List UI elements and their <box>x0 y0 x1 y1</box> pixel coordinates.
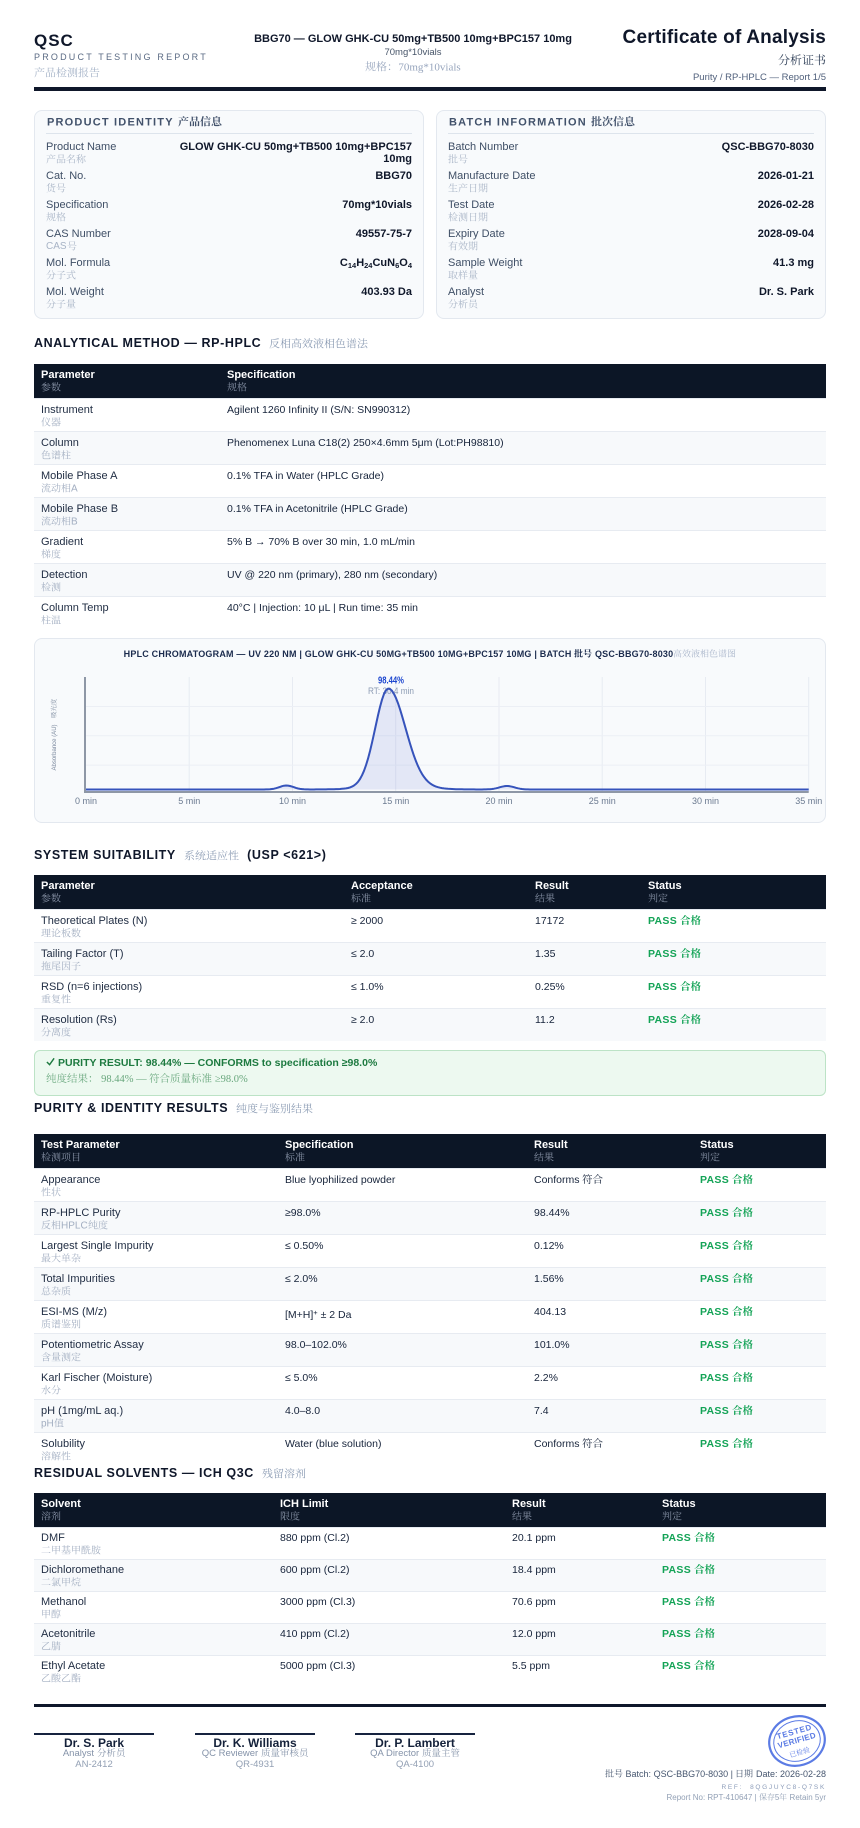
svg-text:30 min: 30 min <box>692 796 719 806</box>
svg-text:15 min: 15 min <box>382 796 409 806</box>
svg-text:0 min: 0 min <box>75 796 97 806</box>
svg-text:5 min: 5 min <box>178 796 200 806</box>
svg-text:Absorbance (AU): Absorbance (AU) <box>52 724 58 770</box>
svg-text:35 min: 35 min <box>795 796 822 806</box>
svg-text:20 min: 20 min <box>485 796 512 806</box>
svg-text:25 min: 25 min <box>589 796 616 806</box>
svg-text:10 min: 10 min <box>279 796 306 806</box>
svg-text:98.44%: 98.44% <box>378 675 404 687</box>
